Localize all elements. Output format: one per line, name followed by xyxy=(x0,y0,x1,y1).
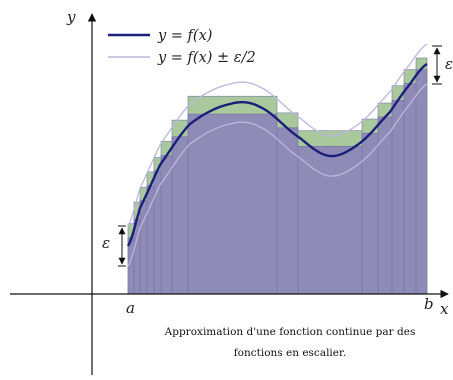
legend-curve-label: y = f(x) xyxy=(157,28,212,44)
caption-line-2: fonctions en escalier. xyxy=(233,347,347,359)
step-bar xyxy=(391,99,405,295)
step-bar xyxy=(403,83,417,295)
epsilon-right-label: ε xyxy=(445,55,453,73)
step-bar xyxy=(415,69,428,295)
step-bar xyxy=(146,185,155,295)
epsilon-marker-right xyxy=(432,45,442,85)
caption-line-1: Approximation d'une fonction continue pa… xyxy=(164,326,416,338)
x-axis-label: x xyxy=(440,300,449,318)
b-label: b xyxy=(424,295,434,313)
step-bar xyxy=(187,113,278,295)
figure-caption: Approximation d'une fonction continue pa… xyxy=(135,322,445,364)
step-function-bars xyxy=(127,57,428,295)
step-bar xyxy=(361,132,379,295)
epsilon-marker-left xyxy=(118,225,126,267)
function-curve xyxy=(126,62,428,247)
step-bar xyxy=(171,136,189,295)
y-axis-label: y xyxy=(66,8,76,26)
lower-epsilon-curve xyxy=(127,83,428,267)
legend-band-label: y = f(x) ± ε/2 xyxy=(157,50,256,66)
step-bar xyxy=(276,127,299,295)
step-bar xyxy=(297,145,363,295)
a-label: a xyxy=(126,299,135,317)
epsilon-left-label: ε xyxy=(102,234,110,252)
upper-epsilon-curve xyxy=(127,43,428,227)
